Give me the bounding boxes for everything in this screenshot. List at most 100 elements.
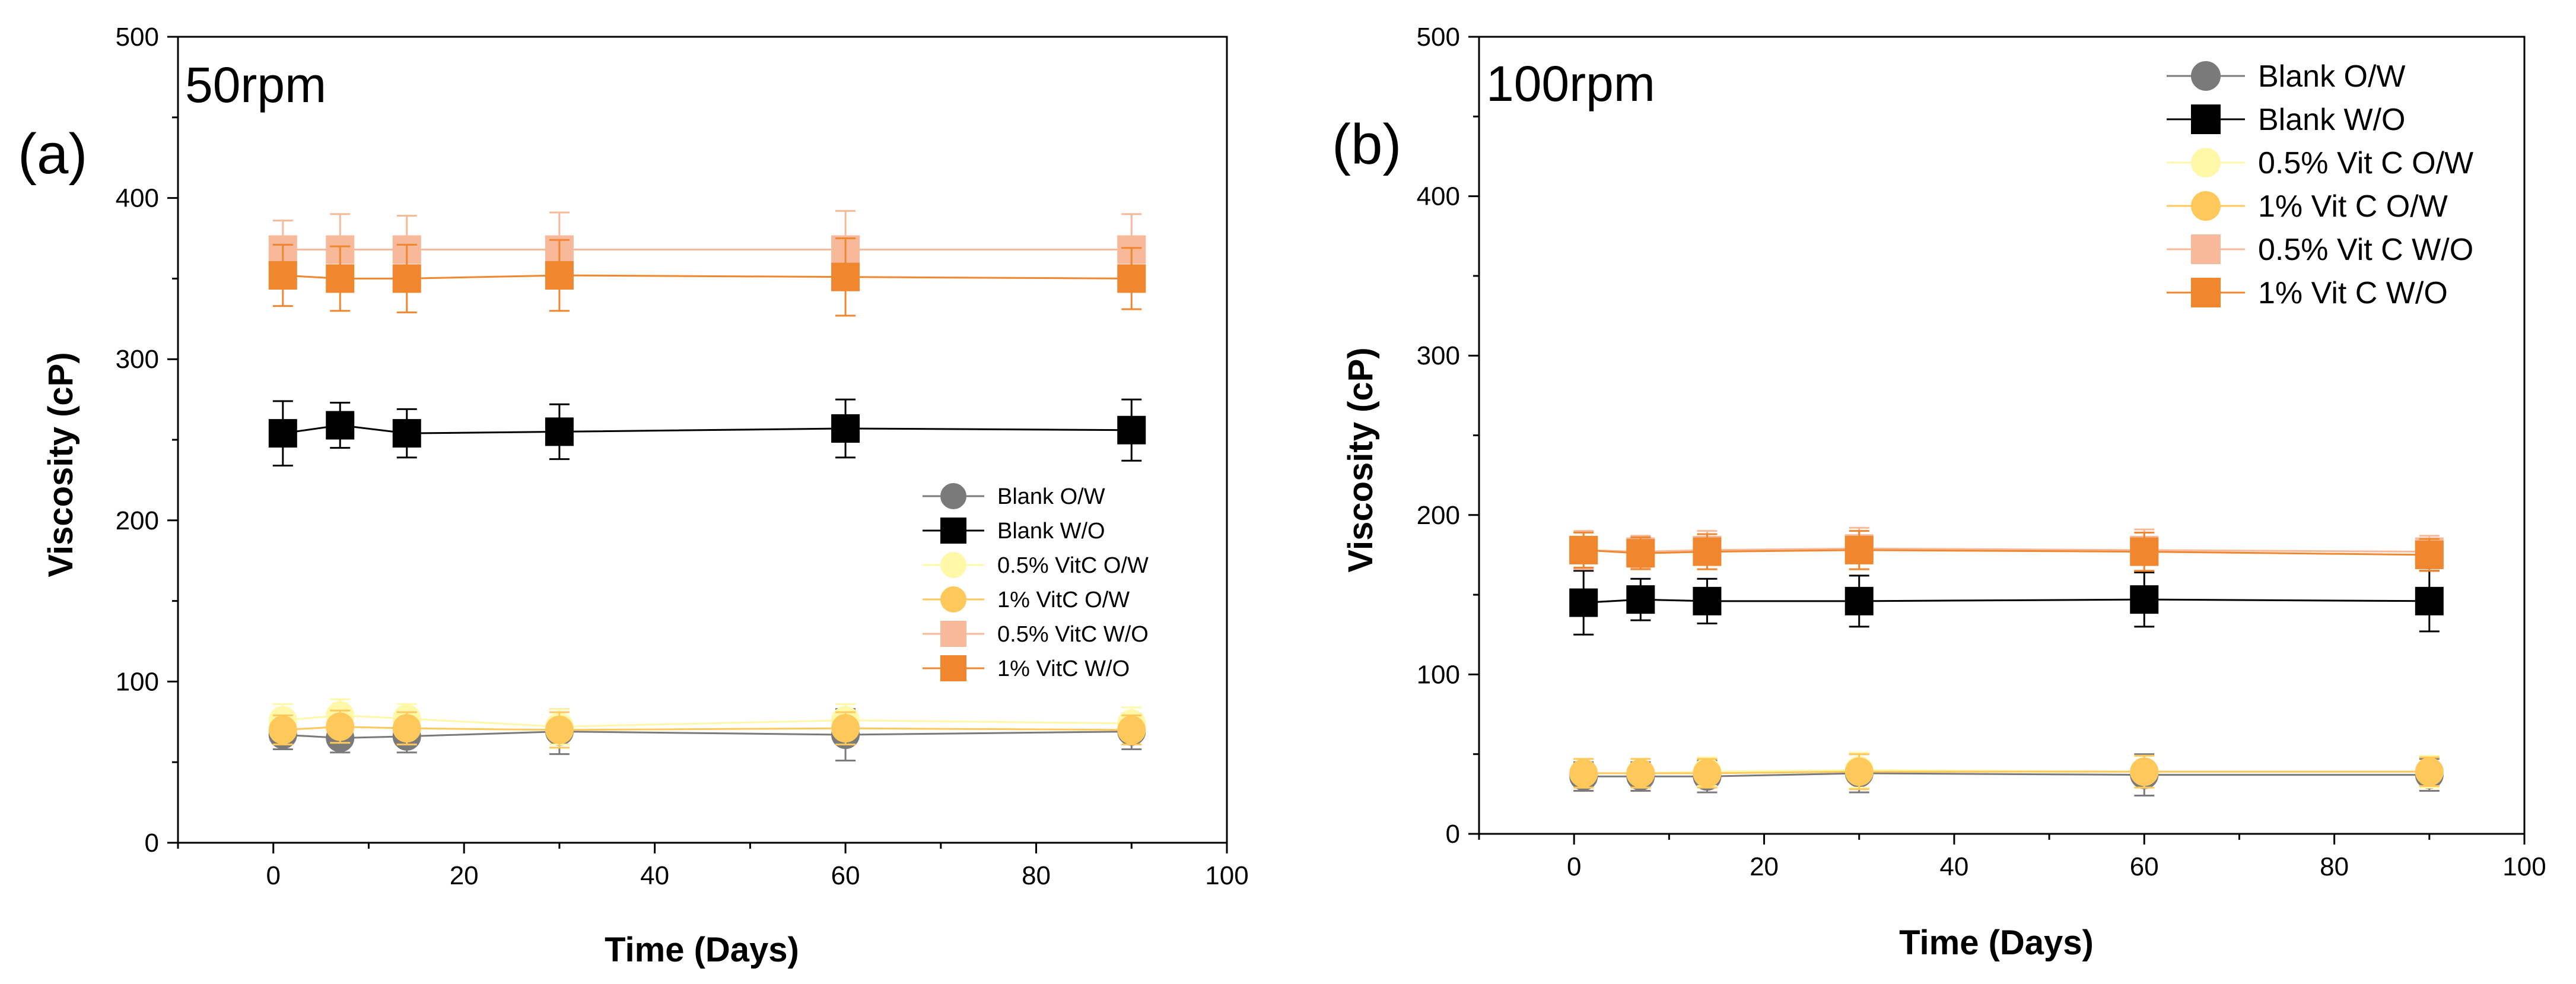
- legend-marker: [2191, 191, 2221, 221]
- data-point: [2130, 757, 2159, 786]
- data-point: [1117, 715, 1146, 744]
- legend-label: 1% Vit C W/O: [2258, 276, 2448, 310]
- panel-b-y-tick-label: 200: [1417, 501, 1460, 530]
- panel-a-series-1pct-vitc-w-o: [268, 237, 1146, 317]
- panel-b-x-tick-label: 0: [1567, 852, 1581, 881]
- data-point: [2415, 586, 2444, 615]
- legend-entry-1pct-vit-c-o-w: 1% Vit C O/W: [2167, 189, 2448, 224]
- legend-label: 0.5% Vit C W/O: [2258, 233, 2473, 267]
- data-point: [392, 419, 421, 448]
- data-point: [1844, 757, 1874, 786]
- legend-label: 1% VitC W/O: [997, 656, 1130, 681]
- panel-a-x-tick-label: 20: [450, 861, 479, 890]
- panel-b-x-tick-label: 60: [2130, 852, 2159, 881]
- legend-label: Blank W/O: [2258, 103, 2406, 137]
- panel-b-y-tick-label: 100: [1417, 660, 1460, 689]
- legend-entry-blank-o-w: Blank O/W: [2167, 59, 2406, 94]
- legend-label: 1% VitC O/W: [997, 588, 1130, 612]
- data-point: [1117, 264, 1146, 293]
- panel-b-series-blank-w-o: [1569, 570, 2444, 636]
- data-point: [1626, 539, 1655, 568]
- data-point: [831, 414, 860, 443]
- data-point: [831, 714, 860, 743]
- panel-b-x-tick-label: 20: [1750, 852, 1779, 881]
- legend-marker: [2191, 61, 2221, 91]
- data-point: [268, 419, 297, 448]
- data-point: [1569, 588, 1598, 617]
- legend-entry-0-5pct-vit-c-w-o: 0.5% Vit C W/O: [2167, 233, 2473, 267]
- legend-marker: [2191, 278, 2221, 307]
- legend-entry-0-5pct-vitc-o-w: 0.5% VitC O/W: [923, 552, 1149, 578]
- panel-b-y-tick-label: 0: [1446, 820, 1460, 849]
- panel-b-y-tick-label: 400: [1417, 182, 1460, 211]
- legend-marker: [940, 621, 966, 647]
- legend-marker: [940, 483, 966, 509]
- legend-marker: [940, 552, 966, 578]
- panel-a-x-tick-label: 80: [1022, 861, 1051, 890]
- legend-marker: [940, 655, 966, 681]
- legend-entry-0-5pct-vitc-w-o: 0.5% VitC W/O: [923, 621, 1149, 647]
- data-point: [2415, 757, 2444, 786]
- legend-entry-blank-w-o: Blank W/O: [2167, 103, 2406, 137]
- data-point: [392, 264, 421, 293]
- panel-a-legend: Blank O/W Blank W/O 0.5% VitC O/W 1% VitC O…: [923, 483, 1149, 681]
- data-point: [545, 261, 574, 290]
- panel-b-legend: Blank O/W Blank W/O 0.5% Vit C O/W 1% Vit C…: [2167, 59, 2473, 310]
- legend-marker: [2191, 104, 2221, 134]
- panel-a-x-axis-title: Time (Days): [605, 931, 799, 969]
- panel-a-title: 50rpm: [185, 57, 326, 113]
- panel-a-x-tick-label: 100: [1205, 861, 1248, 890]
- legend-label: Blank W/O: [997, 519, 1105, 544]
- panel-b-x-tick-label: 80: [2320, 852, 2349, 881]
- panel-a-x-tick-label: 0: [266, 861, 280, 890]
- panel-a-y-tick-label: 200: [116, 506, 159, 535]
- panel-b-y-tick-label: 300: [1417, 341, 1460, 370]
- panel-b-y-tick-label: 500: [1417, 23, 1460, 52]
- data-point: [1569, 535, 1598, 564]
- legend-entry-0-5pct-vit-c-o-w: 0.5% Vit C O/W: [2167, 146, 2473, 180]
- data-point: [392, 714, 421, 743]
- data-point: [2130, 537, 2159, 566]
- panel-b-x-tick-label: 100: [2502, 852, 2546, 881]
- legend-marker: [2191, 148, 2221, 177]
- data-point: [268, 261, 297, 290]
- legend-entry-1pct-vitc-w-o: 1% VitC W/O: [923, 655, 1130, 681]
- data-point: [545, 417, 574, 446]
- data-point: [1844, 586, 1874, 615]
- data-point: [1693, 537, 1722, 566]
- legend-entry-1pct-vitc-o-w: 1% VitC O/W: [923, 586, 1130, 612]
- data-point: [326, 264, 355, 293]
- legend-entry-blank-w-o: Blank W/O: [923, 518, 1105, 544]
- panel-b-series-1pct-vit-c-w-o: [1569, 530, 2444, 572]
- data-point: [1569, 758, 1598, 788]
- panel-a-y-tick-label: 100: [116, 667, 159, 696]
- legend-label: Blank O/W: [2258, 59, 2406, 94]
- legend-marker: [2191, 234, 2221, 264]
- legend-entry-1pct-vit-c-w-o: 1% Vit C W/O: [2167, 276, 2448, 310]
- legend-marker: [940, 518, 966, 544]
- panel-b-series-1pct-vit-c-o-w: [1569, 753, 2444, 791]
- data-point: [326, 712, 355, 741]
- legend-label: 1% Vit C O/W: [2258, 189, 2448, 224]
- panel-a-y-tick-label: 300: [116, 345, 159, 374]
- panel-b-title: 100rpm: [1486, 56, 1655, 112]
- panel-b-x-tick-label: 40: [1939, 852, 1968, 881]
- panel-a-y-tick-label: 400: [116, 184, 159, 213]
- legend-label: 0.5% Vit C O/W: [2258, 146, 2473, 180]
- data-point: [1626, 758, 1655, 788]
- legend-marker: [940, 586, 966, 612]
- panel-a-letter: (a): [18, 122, 87, 186]
- legend-entry-blank-o-w: Blank O/W: [923, 483, 1105, 509]
- panel-a-y-tick-label: 500: [116, 23, 159, 52]
- panel-a-y-axis-title: Viscosity (cP): [42, 352, 80, 577]
- panel-b-letter: (b): [1332, 113, 1401, 176]
- legend-label: 0.5% VitC W/O: [997, 622, 1149, 647]
- data-point: [545, 715, 574, 744]
- panel-b-y-axis-title: Viscosity (cP): [1341, 347, 1380, 572]
- data-point: [268, 715, 297, 744]
- panel-b-x-axis-title: Time (Days): [1899, 923, 2094, 962]
- panel-a-series-1pct-vitc-o-w: [268, 709, 1146, 749]
